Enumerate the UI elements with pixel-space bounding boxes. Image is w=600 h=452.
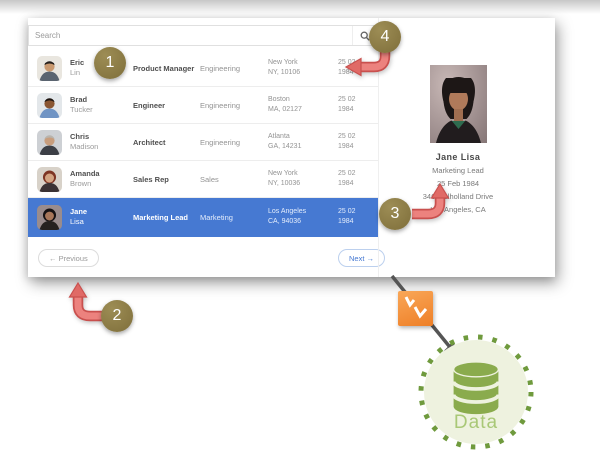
first-name: Chris (70, 131, 90, 141)
employee-table: Eric Lin Product Manager Engineering New… (28, 50, 378, 237)
next-button[interactable]: Next → (338, 249, 386, 267)
location-cell: Atlanta GA, 14231 (268, 132, 338, 153)
page-top-shadow (0, 0, 600, 14)
profile-address-city: Los Angeles, CA (430, 205, 486, 214)
avatar (37, 129, 62, 155)
state-zip: GA, 14231 (268, 143, 302, 150)
birthdate-cell: 25 02 1984 (338, 132, 378, 153)
first-name: Amanda (70, 168, 100, 178)
city: Los Angeles (268, 207, 307, 215)
search-bar (28, 25, 378, 46)
city: New York (268, 169, 298, 177)
profile-name: Jane Lisa (435, 152, 481, 162)
birthdate-year: 1984 (338, 180, 354, 187)
department-cell: Engineering (200, 63, 241, 73)
location-cell: New York NY, 10106 (268, 58, 338, 79)
callout-step-2: 2 (101, 300, 133, 332)
previous-button[interactable]: ← Previous (38, 249, 99, 267)
last-name: Tucker (70, 105, 93, 114)
birthdate-year: 1984 (338, 69, 354, 76)
birthdate-day-month: 25 02 (338, 169, 356, 177)
profile-role: Marketing Lead (432, 166, 484, 175)
callout-step-4: 4 (369, 21, 401, 53)
city: Atlanta (268, 132, 290, 140)
job-title-cell: Engineer (133, 100, 166, 110)
job-title-cell: Sales Rep (133, 174, 169, 184)
birthdate-year: 1984 (338, 143, 354, 150)
birthdate-year: 1984 (338, 106, 354, 113)
location-cell: New York NY, 10036 (268, 169, 338, 190)
name-cell: Brad Tucker (70, 95, 133, 115)
name-cell: Chris Madison (70, 132, 133, 152)
first-name: Brad (70, 94, 88, 104)
job-title-cell: Marketing Lead (133, 212, 189, 222)
state-zip: MA, 02127 (268, 106, 302, 113)
avatar (37, 92, 62, 118)
city: New York (268, 58, 298, 66)
department-cell: Sales (200, 174, 219, 184)
callout-step-1: 1 (94, 47, 126, 79)
last-name: Lin (70, 68, 81, 77)
state-zip: CA, 94036 (268, 218, 302, 225)
last-name: Madison (70, 142, 99, 151)
location-cell: Los Angeles CA, 94036 (268, 207, 338, 228)
export-arrows-icon (398, 291, 433, 326)
name-cell: Amanda Brown (70, 169, 133, 189)
first-name: Eric (70, 57, 85, 67)
data-bubble: Data (418, 334, 534, 450)
database-icon (451, 361, 501, 415)
birthdate-day-month: 25 02 (338, 58, 356, 66)
name-cell: Eric Lin (70, 58, 133, 78)
table-row-chris-madison[interactable]: Chris Madison Architect Engineering Atla… (28, 124, 378, 161)
department-cell: Marketing (200, 212, 233, 222)
last-name: Lisa (70, 217, 84, 226)
avatar (37, 204, 62, 230)
name-cell: Jane Lisa (70, 207, 133, 227)
birthdate-day-month: 25 02 (338, 95, 356, 103)
job-title-cell: Architect (133, 137, 166, 147)
avatar (37, 166, 62, 192)
profile-birthdate: 25 Feb 1984 (436, 179, 480, 188)
avatar (37, 55, 62, 81)
city: Boston (268, 95, 290, 103)
birthdate-day-month: 25 02 (338, 132, 356, 140)
birthdate-cell: 25 02 1984 (338, 58, 378, 79)
table-row-eric-lin[interactable]: Eric Lin Product Manager Engineering New… (28, 50, 378, 87)
department-cell: Engineering (200, 100, 241, 110)
search-icon[interactable] (352, 26, 377, 45)
department-cell: Engineering (200, 137, 241, 147)
birthdate-day-month: 25 02 (338, 207, 356, 215)
profile-address-street: 346 Mulholland Drive (422, 192, 494, 201)
profile-detail-card: Jane Lisa Marketing Lead 25 Feb 1984 346… (378, 18, 555, 277)
last-name: Brown (70, 179, 92, 188)
state-zip: NY, 10106 (268, 69, 301, 76)
birthdate-year: 1984 (338, 218, 354, 225)
search-input[interactable] (29, 26, 352, 45)
state-zip: NY, 10036 (268, 180, 301, 187)
profile-photo (429, 65, 487, 143)
birthdate-cell: 25 02 1984 (338, 169, 378, 190)
birthdate-cell: 25 02 1984 (338, 95, 378, 116)
data-label: Data (453, 412, 499, 433)
job-title-cell: Product Manager (133, 63, 195, 73)
first-name: Jane (70, 206, 88, 216)
app-window: Eric Lin Product Manager Engineering New… (28, 18, 555, 277)
callout-step-3: 3 (379, 198, 411, 230)
table-row-amanda-brown[interactable]: Amanda Brown Sales Rep Sales New York NY… (28, 161, 378, 198)
birthdate-cell: 25 02 1984 (338, 207, 378, 228)
location-cell: Boston MA, 02127 (268, 95, 338, 116)
table-row-jane-lisa-selected[interactable]: Jane Lisa Marketing Lead Marketing Los A… (28, 198, 378, 237)
table-row-brad-tucker[interactable]: Brad Tucker Engineer Engineering Boston … (28, 87, 378, 124)
